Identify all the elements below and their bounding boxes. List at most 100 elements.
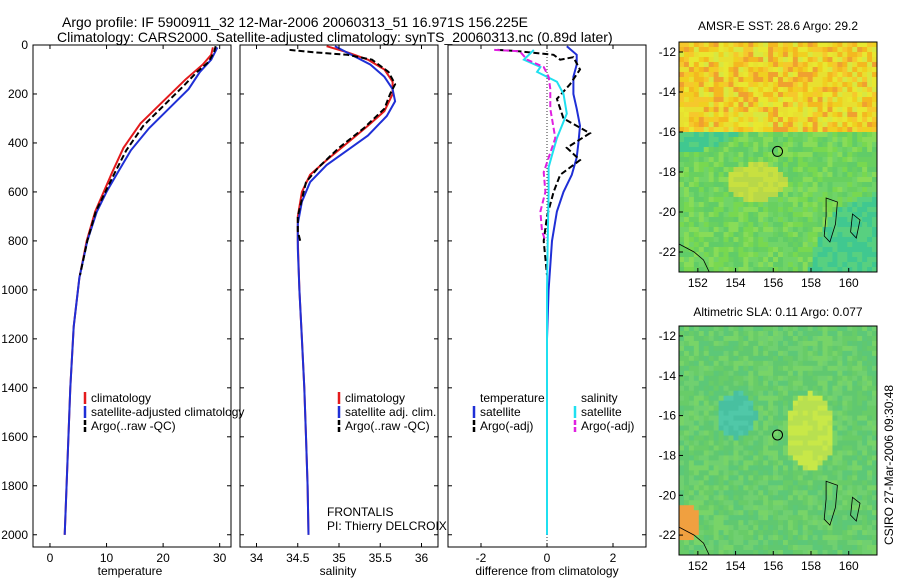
heat-cell: [713, 227, 719, 233]
heat-cell: [807, 267, 814, 273]
heat-cell: [723, 420, 729, 426]
heat-cell: [743, 326, 749, 332]
heat-cell: [753, 535, 759, 541]
heat-cell: [822, 142, 828, 148]
heat-cell: [768, 485, 774, 491]
heat-cell: [847, 475, 853, 481]
heat-cell: [703, 167, 710, 173]
heat-cell: [718, 207, 724, 213]
heat-cell: [787, 510, 794, 516]
heat-cell: [812, 257, 818, 263]
heat-cell: [683, 326, 690, 332]
heat-cell: [708, 340, 715, 347]
heat-cell: [723, 395, 729, 402]
heat-cell: [778, 62, 784, 68]
heat-cell: [753, 232, 759, 238]
heat-cell: [847, 232, 853, 238]
heat-cell: [827, 535, 833, 541]
heat-cell: [778, 475, 784, 481]
heat-cell: [872, 252, 878, 258]
heat-cell: [852, 545, 858, 551]
heat-cell: [872, 545, 878, 551]
heat-cell: [862, 415, 868, 421]
heat-cell: [713, 47, 719, 53]
heat-cell: [773, 380, 779, 387]
heat-cell: [718, 217, 724, 223]
heat-cell: [773, 550, 779, 556]
heat-cell: [797, 520, 804, 526]
heat-cell: [832, 192, 838, 198]
heat-cell: [708, 326, 715, 332]
heat-cell: [763, 72, 769, 78]
heat-cell: [698, 545, 705, 551]
heat-cell: [797, 82, 804, 88]
heat-cell: [872, 355, 878, 362]
heat-cell: [812, 92, 818, 98]
heat-cell: [733, 222, 739, 228]
heat-cell: [827, 172, 833, 178]
heat-cell: [723, 97, 729, 103]
heat-cell: [782, 67, 789, 73]
heat-cell: [778, 132, 784, 138]
heat-cell: [792, 326, 799, 332]
heat-cell: [758, 77, 764, 83]
heat-cell: [778, 262, 784, 268]
heat-cell: [817, 267, 823, 273]
heat-cell: [753, 177, 759, 183]
heat-cell: [688, 237, 695, 243]
heat-cell: [812, 177, 818, 183]
heat-cell: [862, 267, 868, 273]
heat-cell: [817, 242, 823, 248]
heat-cell: [817, 550, 823, 556]
heat-cell: [857, 420, 863, 426]
heat-cell: [773, 222, 779, 228]
heat-cell: [837, 380, 843, 387]
heat-cell: [738, 57, 744, 63]
heat-cell: [872, 207, 878, 213]
heat-cell: [852, 137, 858, 143]
heat-cell: [768, 510, 774, 516]
heat-cell: [733, 72, 739, 78]
heat-cell: [703, 400, 710, 407]
heat-cell: [862, 525, 868, 531]
heat-cell: [728, 375, 734, 382]
heat-cell: [827, 217, 833, 223]
heat-cell: [812, 112, 818, 118]
heat-cell: [718, 112, 724, 118]
heat-cell: [802, 515, 809, 521]
heat-cell: [763, 390, 769, 397]
heat-cell: [778, 82, 784, 88]
heat-cell: [708, 212, 715, 218]
heat-cell: [708, 415, 715, 421]
heat-cell: [753, 197, 759, 203]
heat-cell: [847, 340, 853, 347]
heat-cell: [847, 82, 853, 88]
heat-cell: [698, 112, 705, 118]
heat-cell: [837, 182, 843, 188]
heat-cell: [679, 42, 685, 48]
heat-cell: [787, 326, 794, 332]
heat-cell: [679, 52, 685, 58]
heat-cell: [822, 127, 828, 133]
heat-cell: [807, 42, 814, 48]
heat-cell: [872, 82, 878, 88]
heat-cell: [683, 475, 690, 481]
heat-cell: [733, 212, 739, 218]
heat-cell: [768, 530, 774, 536]
heat-cell: [862, 435, 868, 441]
heat-cell: [812, 147, 818, 153]
heat-cell: [743, 182, 749, 188]
heat-cell: [837, 232, 843, 238]
heat-cell: [743, 345, 749, 352]
heat-cell: [827, 345, 833, 352]
heat-cell: [748, 510, 754, 516]
heat-cell: [708, 515, 715, 521]
heat-cell: [738, 92, 744, 98]
heat-cell: [683, 182, 690, 188]
heat-cell: [758, 117, 764, 123]
heat-cell: [743, 540, 749, 546]
heat-cell: [743, 207, 749, 213]
heat-cell: [852, 177, 858, 183]
heat-cell: [792, 42, 799, 48]
heat-cell: [748, 137, 754, 143]
